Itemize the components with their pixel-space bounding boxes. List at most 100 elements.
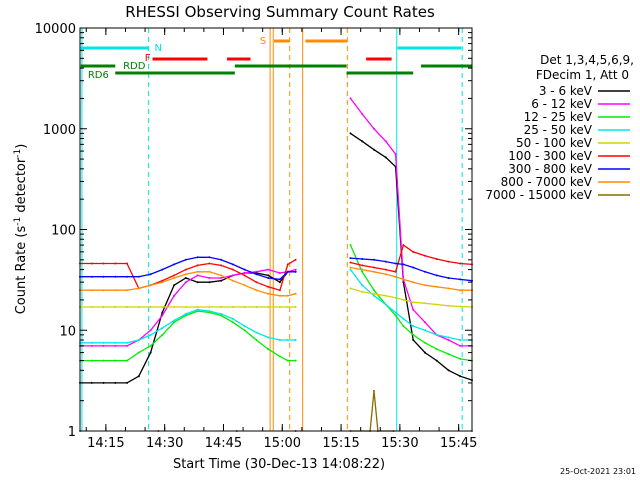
data-point — [137, 351, 140, 354]
legend-label: 50 - 100 keV — [516, 136, 593, 150]
data-point — [255, 281, 258, 284]
data-point — [435, 258, 438, 260]
data-point — [459, 344, 462, 347]
x-tick-label: 14:15 — [87, 436, 124, 451]
series-line — [80, 256, 296, 281]
data-point — [196, 270, 199, 273]
data-point — [349, 132, 352, 135]
y-axis-label: Count Rate (s-1 detector-1) — [13, 144, 29, 315]
data-point — [361, 270, 364, 273]
data-point — [220, 264, 223, 267]
data-point — [173, 306, 176, 308]
data-point — [286, 294, 289, 297]
data-point — [267, 292, 270, 295]
data-point — [361, 140, 364, 143]
data-point — [173, 294, 176, 297]
data-point — [384, 303, 387, 306]
data-point — [184, 268, 187, 271]
y-axis-label-mid: detector — [14, 157, 29, 217]
data-point — [435, 303, 438, 306]
data-point — [402, 244, 405, 247]
data-point — [208, 277, 211, 279]
data-point — [435, 285, 438, 288]
data-point — [394, 314, 397, 317]
data-point — [220, 279, 223, 282]
data-point — [412, 266, 415, 269]
data-point — [267, 285, 270, 288]
data-point — [137, 275, 140, 278]
data-point — [137, 306, 140, 308]
data-point — [294, 270, 297, 273]
data-point — [459, 375, 462, 378]
data-point — [424, 254, 426, 257]
data-point — [394, 311, 397, 314]
data-point — [278, 339, 281, 341]
data-point — [126, 289, 128, 292]
data-point — [149, 329, 152, 332]
data-point — [424, 302, 426, 305]
legend-header-line1: Det 1,3,4,5,6,9, — [540, 53, 634, 67]
data-point — [161, 268, 164, 271]
data-point — [349, 257, 352, 260]
data-point — [278, 289, 281, 292]
y-tick-label: 100 — [51, 224, 76, 239]
data-point — [149, 351, 152, 354]
data-point — [149, 306, 152, 308]
data-point — [208, 281, 211, 284]
series-line — [350, 244, 473, 273]
data-point — [196, 256, 199, 259]
data-point — [243, 325, 246, 328]
data-point — [294, 339, 297, 341]
data-point — [373, 148, 375, 151]
data-point — [102, 344, 105, 347]
data-point — [294, 268, 297, 271]
data-point — [173, 277, 176, 279]
chart-title: RHESSI Observing Summary Count Rates — [125, 3, 435, 21]
timestamp: 25-Oct-2021 23:01 — [560, 467, 636, 476]
data-point — [435, 333, 438, 336]
data-point — [286, 339, 289, 341]
data-point — [402, 263, 405, 266]
data-point — [126, 344, 128, 347]
series-0 — [79, 132, 473, 384]
data-point — [447, 339, 450, 341]
data-point — [243, 329, 246, 332]
data-point — [459, 278, 462, 281]
data-point — [294, 359, 297, 362]
data-point — [447, 353, 450, 356]
data-point — [402, 317, 405, 320]
data-point — [114, 359, 117, 362]
data-point — [447, 336, 450, 339]
legend-label: 25 - 50 keV — [524, 123, 593, 137]
data-point — [373, 270, 375, 273]
x-axis: 14:15 14:30 14:45 15:00 15:15 15:30 15:45 — [85, 28, 477, 451]
plot-area: NF S RDD RD6 — [79, 28, 473, 432]
data-point — [208, 306, 211, 308]
data-point — [126, 262, 128, 265]
data-point — [149, 344, 152, 347]
data-point — [243, 274, 246, 277]
x-axis-label: Start Time (30-Dec-13 14:08:22) — [173, 457, 385, 472]
legend-label: 300 - 800 keV — [508, 162, 592, 176]
data-point — [384, 260, 387, 263]
data-point — [90, 341, 93, 344]
data-point — [373, 127, 375, 130]
data-point — [90, 289, 93, 292]
data-point — [220, 258, 223, 261]
data-point — [231, 321, 234, 324]
y-tick-label: 1000 — [43, 123, 76, 138]
data-point — [173, 321, 176, 324]
legend-label: 12 - 25 keV — [524, 110, 593, 124]
data-point — [394, 262, 397, 265]
data-point — [278, 294, 281, 297]
data-point — [412, 250, 415, 253]
data-point — [161, 314, 164, 317]
data-point — [220, 314, 223, 317]
data-point — [196, 306, 199, 308]
data-point — [126, 359, 128, 362]
data-point — [173, 263, 176, 266]
data-point — [412, 301, 415, 304]
data-point — [149, 284, 152, 287]
data-point — [173, 319, 176, 322]
